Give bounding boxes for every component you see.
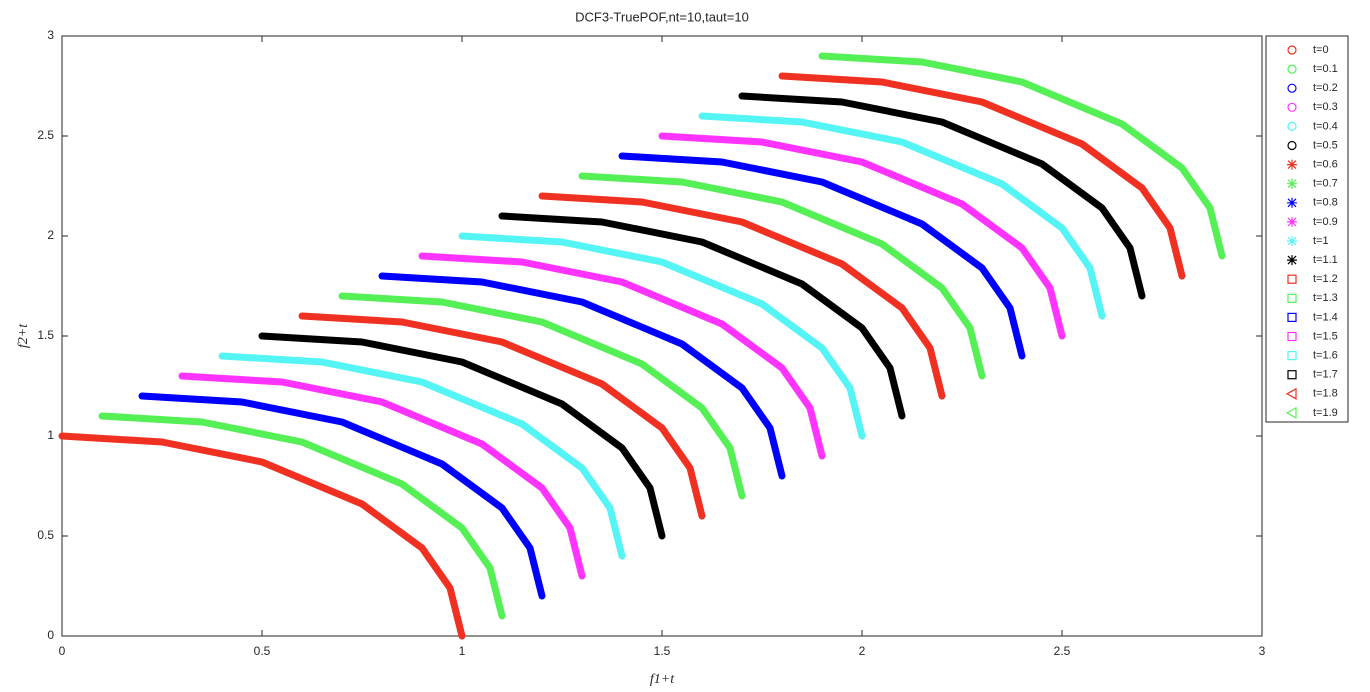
series-line [578, 172, 986, 380]
y-tick-label: 2.5 [37, 128, 54, 142]
legend-marker [1285, 387, 1297, 400]
x-tick-label: 1.5 [654, 644, 671, 658]
legend-marker [1287, 45, 1297, 55]
legend-label: t=1.1 [1313, 254, 1338, 266]
series-line [218, 352, 626, 560]
series-line [498, 212, 906, 420]
legend-marker [1285, 406, 1297, 419]
series-line [818, 52, 1226, 260]
legend-marker [1287, 274, 1297, 284]
legend-marker [1287, 293, 1297, 303]
legend-marker [1287, 159, 1297, 170]
series-line [778, 72, 1186, 280]
legend-label: t=1.3 [1313, 292, 1338, 304]
x-tick-label: 0 [59, 644, 66, 658]
legend-label: t=1 [1313, 235, 1329, 247]
series-line [418, 252, 826, 460]
series-line [178, 372, 586, 580]
legend-label: t=1.7 [1313, 369, 1338, 381]
x-tick-label: 1 [459, 644, 466, 658]
y-axis-label: f2+t [16, 323, 31, 348]
y-tick-label: 0 [47, 628, 54, 642]
series-line [618, 152, 1026, 360]
series-line [138, 392, 546, 600]
legend-marker [1287, 236, 1297, 246]
legend-label: t=0 [1313, 44, 1329, 56]
series-line [378, 272, 786, 480]
y-tick-label: 0.5 [37, 528, 54, 542]
legend-marker [1287, 197, 1297, 208]
legend-label: t=1.2 [1313, 273, 1338, 285]
legend-marker [1287, 370, 1297, 380]
legend-marker [1287, 178, 1297, 189]
legend-label: t=1.6 [1313, 350, 1338, 362]
y-tick-label: 1 [47, 428, 54, 442]
series-line [338, 292, 746, 500]
series-line [538, 192, 946, 400]
y-tick-label: 2 [47, 228, 54, 242]
x-tick-label: 2 [859, 644, 866, 658]
legend-label: t=1.8 [1313, 388, 1338, 400]
legend-label: t=1.9 [1313, 407, 1338, 419]
legend-marker [1287, 83, 1297, 93]
legend-marker [1287, 331, 1297, 342]
series-line [258, 332, 666, 540]
legend-marker [1287, 121, 1297, 132]
legend-marker [1287, 312, 1297, 322]
x-axis-label: f1+t [650, 672, 675, 687]
series-line [658, 132, 1066, 340]
x-tick-label: 3 [1259, 644, 1266, 658]
legend-label: t=0.1 [1313, 63, 1338, 75]
legend-marker [1287, 64, 1297, 74]
legend-marker [1287, 102, 1297, 112]
legend-label: t=0.6 [1313, 159, 1338, 171]
legend-label: t=1.5 [1313, 330, 1338, 342]
series-line [738, 92, 1146, 300]
legend-marker [1287, 140, 1297, 151]
legend-label: t=0.3 [1313, 101, 1338, 113]
legend-label: t=0.4 [1313, 120, 1338, 132]
legend [1265, 35, 1349, 423]
x-tick-label: 2.5 [1054, 644, 1071, 658]
series-line [698, 112, 1106, 320]
legend-label: t=0.8 [1313, 197, 1338, 209]
legend-label: t=0.5 [1313, 139, 1338, 151]
y-tick-label: 1.5 [37, 328, 54, 342]
series-line [98, 412, 506, 620]
legend-label: t=0.9 [1313, 216, 1338, 228]
legend-marker [1287, 255, 1297, 266]
series-line [458, 232, 866, 440]
legend-marker [1287, 351, 1297, 361]
chart-title: DCF3-TruePOF,nt=10,taut=10 [575, 9, 749, 24]
legend-label: t=0.2 [1313, 82, 1338, 94]
series-line [58, 432, 466, 640]
x-tick-label: 0.5 [254, 644, 271, 658]
series-line [298, 312, 706, 520]
legend-label: t=1.4 [1313, 311, 1338, 323]
y-tick-label: 3 [47, 28, 54, 42]
legend-marker [1287, 216, 1297, 227]
legend-label: t=0.7 [1313, 178, 1338, 190]
